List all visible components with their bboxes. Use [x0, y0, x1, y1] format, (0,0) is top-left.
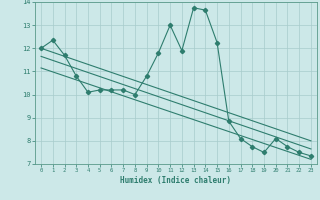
- X-axis label: Humidex (Indice chaleur): Humidex (Indice chaleur): [121, 176, 231, 185]
